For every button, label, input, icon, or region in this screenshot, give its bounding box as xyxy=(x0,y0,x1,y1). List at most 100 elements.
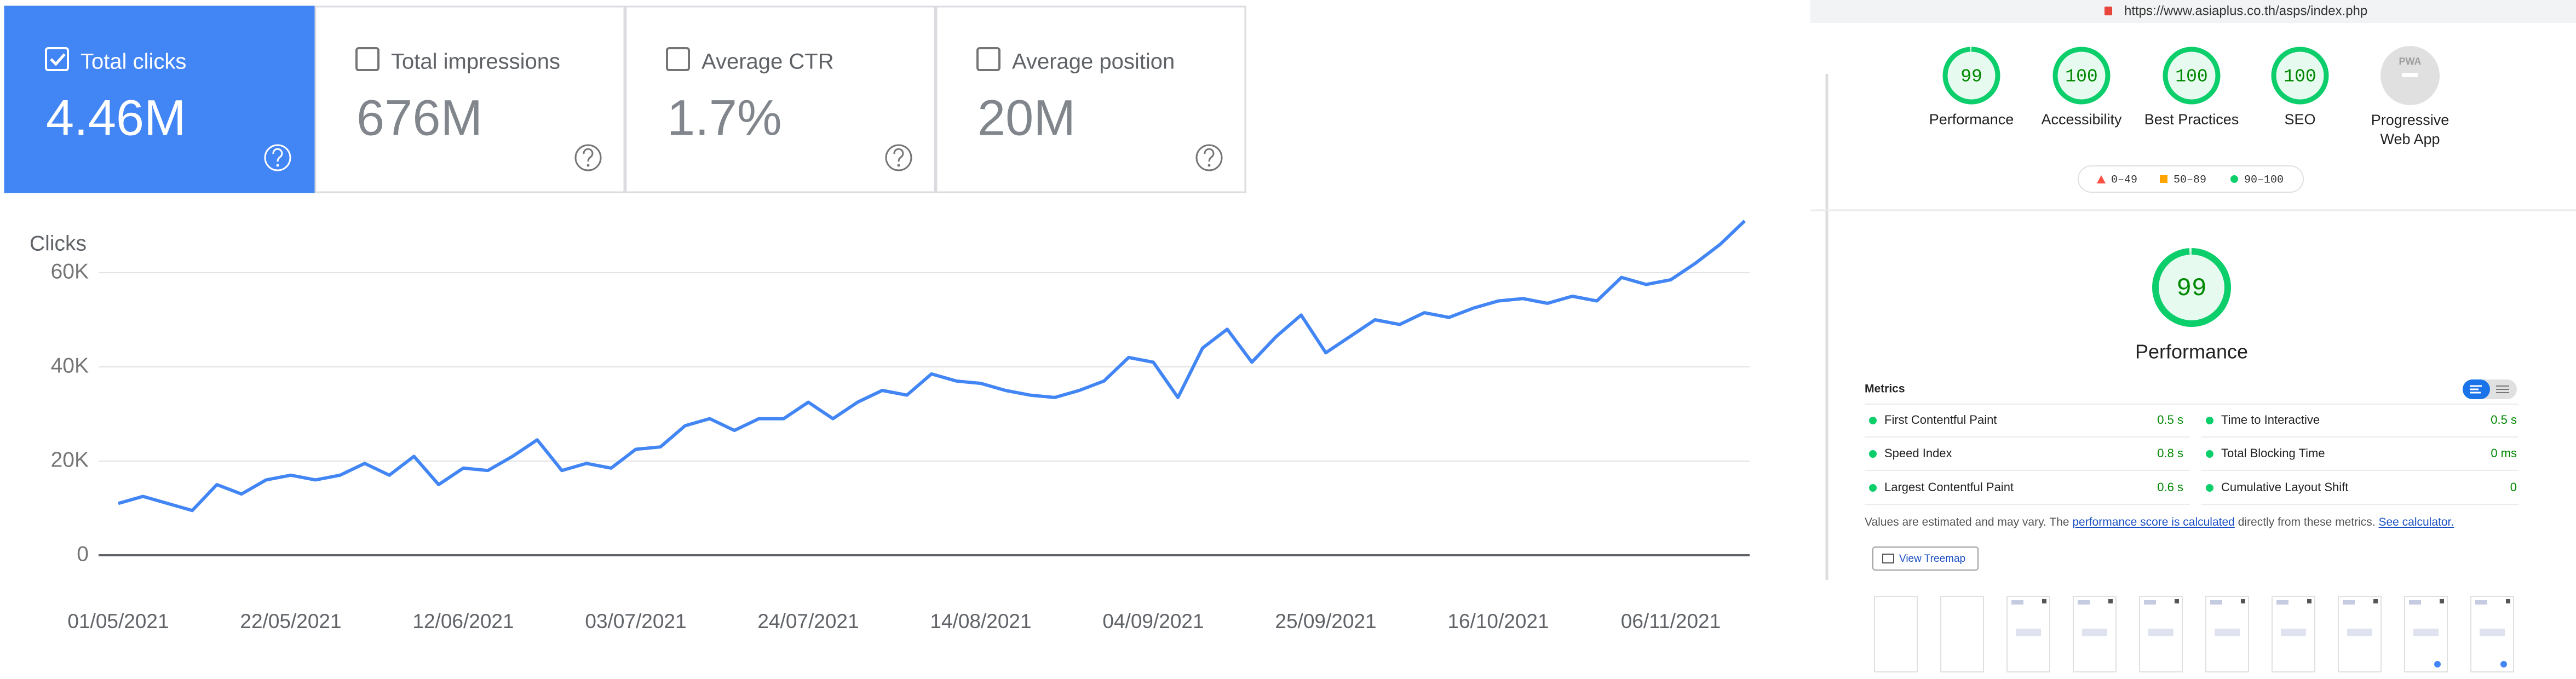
card-bg xyxy=(314,5,625,193)
category-label: Performance xyxy=(1929,111,2014,128)
checkbox xyxy=(976,47,1001,71)
frame-content xyxy=(2011,600,2023,605)
frame-content xyxy=(2506,599,2510,603)
gauge-score: 100 xyxy=(2284,67,2316,87)
help-icon-glyph xyxy=(272,148,283,162)
metric-dot xyxy=(1869,450,1877,458)
metric-value: 0.6 s xyxy=(2157,480,2183,494)
category-label: SEO xyxy=(2284,111,2315,128)
x-tick-label: 22/05/2021 xyxy=(240,610,341,632)
gauge-arc xyxy=(2152,248,2231,327)
legend-label: 90–100 xyxy=(2244,174,2284,186)
legend-triangle xyxy=(2097,175,2106,183)
legend-pill xyxy=(2078,165,2304,193)
metric-dot xyxy=(2206,484,2213,492)
gauge-arc xyxy=(1942,47,2000,105)
metric-value: 0 ms xyxy=(2491,446,2517,460)
legend-square xyxy=(2160,175,2167,183)
note-text: directly from these metrics. xyxy=(2238,516,2376,528)
metric-card[interactable]: Average position 20M xyxy=(935,5,1246,193)
gauge-arc xyxy=(2271,47,2329,105)
help-icon-glyph xyxy=(583,148,594,162)
x-tick-label: 12/06/2021 xyxy=(412,610,514,632)
metric-value: 0.5 s xyxy=(2157,413,2183,427)
frame-content xyxy=(2475,600,2487,605)
view-toggle[interactable] xyxy=(2463,379,2517,399)
frame-content xyxy=(2082,629,2107,636)
frame-content xyxy=(2276,600,2288,605)
frame-content xyxy=(2440,599,2444,603)
metric-dot xyxy=(2206,450,2213,458)
frame-content xyxy=(2480,629,2505,636)
frame-content xyxy=(2347,629,2372,636)
treemap-button[interactable]: View Treemap xyxy=(1872,546,1979,571)
help-icon-dot xyxy=(276,164,279,167)
metric-value: 0 xyxy=(2510,480,2517,494)
frame-content xyxy=(2241,599,2245,603)
card-label: Average position xyxy=(1012,50,1175,74)
category-label: Best Practices xyxy=(2144,111,2239,128)
gauge-score: 99 xyxy=(1960,67,1982,87)
clicks-line xyxy=(118,220,1746,513)
x-tick-label: 24/07/2021 xyxy=(757,610,859,632)
filmstrip-frame xyxy=(1874,596,1918,672)
x-tick-label: 04/09/2021 xyxy=(1102,610,1204,632)
frame-content xyxy=(2343,600,2355,605)
metric-label: Time to Interactive xyxy=(2221,413,2320,427)
x-tick-label: 01/05/2021 xyxy=(67,610,169,632)
y-tick-label: 40K xyxy=(51,354,89,377)
frame-content xyxy=(2434,661,2441,668)
card-value: 4.46M xyxy=(46,90,186,146)
metric-card[interactable]: Total impressions 676M xyxy=(314,5,625,193)
note-text: Values are estimated and may vary. The xyxy=(1865,516,2069,528)
lock-icon xyxy=(2104,7,2112,15)
card-bg xyxy=(625,5,936,193)
metric-dot xyxy=(1869,417,1877,424)
card-value: 20M xyxy=(978,90,1076,146)
metric-label: Cumulative Layout Shift xyxy=(2221,480,2348,494)
legend-label: 0–49 xyxy=(2111,174,2137,186)
x-tick-label: 03/07/2021 xyxy=(585,610,686,632)
card-bg xyxy=(4,5,315,193)
metric-dot xyxy=(2206,417,2213,424)
pwa-dash xyxy=(2402,73,2418,77)
gauge-score: 99 xyxy=(2176,274,2206,303)
help-icon xyxy=(1195,144,1223,171)
focus-label: Performance xyxy=(2135,341,2248,363)
x-tick-label: 14/08/2021 xyxy=(930,610,1031,632)
y-tick-label: 20K xyxy=(51,448,89,471)
toggle-icon xyxy=(2496,385,2509,393)
help-icon-dot xyxy=(897,164,900,167)
metric-card[interactable]: Average CTR 1.7% xyxy=(625,5,936,193)
frame-content xyxy=(2016,629,2041,636)
frame-content xyxy=(2500,661,2507,668)
gauge-arc xyxy=(2052,47,2111,105)
card-label: Total clicks xyxy=(81,50,186,74)
button-bg xyxy=(1872,546,1979,571)
frame-content xyxy=(2215,629,2240,636)
legend-dot xyxy=(2230,175,2238,183)
metric-card[interactable]: Total clicks 4.46M xyxy=(4,5,315,193)
card-bg xyxy=(935,5,1246,193)
y-axis-title: Clicks xyxy=(30,232,87,255)
frame-content xyxy=(2373,599,2378,603)
metric-label: Speed Index xyxy=(1884,446,1952,460)
metric-label: Total Blocking Time xyxy=(2221,446,2325,460)
frame-content xyxy=(2281,629,2306,636)
card-label: Average CTR xyxy=(702,50,834,74)
gauge-arc xyxy=(2163,47,2221,105)
note-link[interactable]: performance score is calculated xyxy=(2072,516,2235,528)
metric-value: 0.5 s xyxy=(2491,413,2517,427)
x-tick-label: 25/09/2021 xyxy=(1275,610,1376,632)
button-label: View Treemap xyxy=(1899,553,1965,565)
frame-content xyxy=(2042,599,2046,603)
button-icon xyxy=(1882,554,1894,563)
note-link[interactable]: See calculator. xyxy=(2378,516,2454,528)
metric-label: First Contentful Paint xyxy=(1884,413,1997,427)
toggle-icon xyxy=(2470,385,2482,394)
checkbox xyxy=(45,47,69,71)
x-tick-label: 16/10/2021 xyxy=(1447,610,1549,632)
frame-content xyxy=(2148,629,2174,636)
